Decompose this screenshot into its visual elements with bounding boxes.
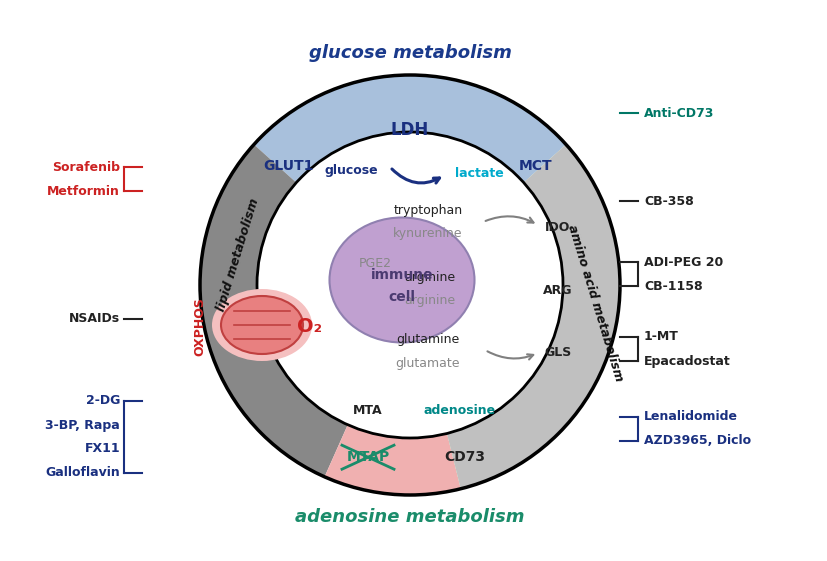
Text: glucose metabolism: glucose metabolism <box>308 44 511 62</box>
Text: Anti-CD73: Anti-CD73 <box>644 107 715 119</box>
Ellipse shape <box>221 296 303 354</box>
Wedge shape <box>254 75 566 183</box>
Text: FX11: FX11 <box>84 443 120 456</box>
Text: MCT: MCT <box>519 159 552 173</box>
Text: lactate: lactate <box>455 167 504 180</box>
Text: CB-1158: CB-1158 <box>644 279 703 292</box>
Wedge shape <box>447 145 620 489</box>
Text: COX: COX <box>280 248 319 266</box>
Text: Metformin: Metformin <box>47 185 120 197</box>
Text: adenosine: adenosine <box>424 403 496 416</box>
Text: Sorafenib: Sorafenib <box>52 160 120 173</box>
Text: 2-DG: 2-DG <box>86 394 120 407</box>
Text: tryptophan: tryptophan <box>394 204 462 217</box>
Text: Lenalidomide: Lenalidomide <box>644 411 738 424</box>
Ellipse shape <box>212 289 312 361</box>
Text: MTA: MTA <box>353 403 383 416</box>
Wedge shape <box>200 145 348 477</box>
Text: MTAP: MTAP <box>347 450 390 464</box>
Ellipse shape <box>329 218 475 343</box>
Text: GLUT1: GLUT1 <box>263 159 313 173</box>
Text: immune: immune <box>370 268 433 282</box>
Text: arginine: arginine <box>404 293 456 306</box>
Text: O₂: O₂ <box>298 318 323 337</box>
Text: cell: cell <box>389 290 415 304</box>
Text: ARG: ARG <box>543 283 573 297</box>
Text: 3-BP, Rapa: 3-BP, Rapa <box>45 419 120 431</box>
Text: LDH: LDH <box>391 121 429 139</box>
Text: ADI-PEG 20: ADI-PEG 20 <box>644 255 724 269</box>
Text: OXPHOS: OXPHOS <box>194 297 207 356</box>
Text: CD73: CD73 <box>444 450 485 464</box>
Text: lipid metabolism: lipid metabolism <box>214 197 261 313</box>
Text: glutamate: glutamate <box>396 356 461 370</box>
Wedge shape <box>324 425 461 495</box>
Text: amino acid metabolism: amino acid metabolism <box>565 223 625 383</box>
Ellipse shape <box>257 132 563 438</box>
Text: Galloflavin: Galloflavin <box>45 467 120 480</box>
Text: adenosine metabolism: adenosine metabolism <box>295 508 525 526</box>
Text: CB-358: CB-358 <box>644 195 694 208</box>
Wedge shape <box>447 145 620 489</box>
Text: glucose: glucose <box>324 163 378 177</box>
Text: NSAIDs: NSAIDs <box>69 312 120 325</box>
Text: GLS: GLS <box>544 347 571 360</box>
Text: kynurenine: kynurenine <box>394 227 463 240</box>
Text: IDO: IDO <box>545 220 571 233</box>
Text: arginine: arginine <box>404 270 456 283</box>
Text: AZD3965, Diclo: AZD3965, Diclo <box>644 435 751 448</box>
Text: 1-MT: 1-MT <box>644 330 679 343</box>
Text: Epacadostat: Epacadostat <box>644 355 731 367</box>
Text: glutamine: glutamine <box>396 333 460 347</box>
Text: PGE2: PGE2 <box>358 256 391 269</box>
